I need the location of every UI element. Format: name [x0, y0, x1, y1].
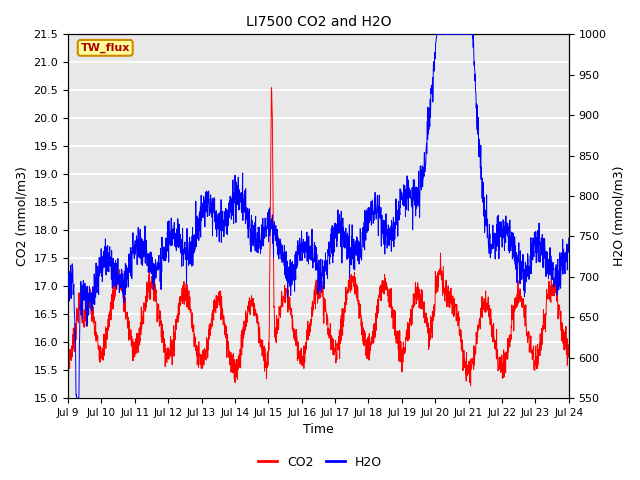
- Text: TW_flux: TW_flux: [81, 43, 130, 53]
- Y-axis label: H2O (mmol/m3): H2O (mmol/m3): [612, 166, 625, 266]
- Legend: CO2, H2O: CO2, H2O: [253, 451, 387, 474]
- Y-axis label: CO2 (mmol/m3): CO2 (mmol/m3): [15, 166, 28, 266]
- Title: LI7500 CO2 and H2O: LI7500 CO2 and H2O: [246, 15, 391, 29]
- X-axis label: Time: Time: [303, 423, 333, 436]
